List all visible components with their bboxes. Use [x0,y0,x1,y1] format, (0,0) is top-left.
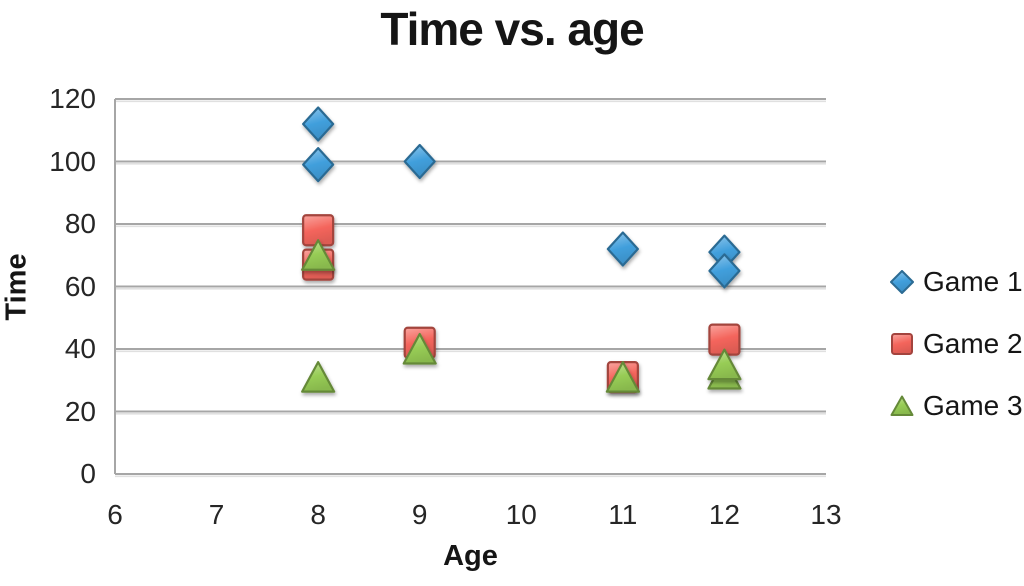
y-tick-label: 60 [64,270,96,302]
data-point-game-1 [606,231,639,267]
x-tick-label: 7 [208,499,225,530]
data-point-game-3 [605,361,640,393]
x-tick-label: 12 [708,499,740,530]
legend-item-game-3: Game 3 [890,381,1023,431]
legend-item-game-1: Game 1 [890,257,1023,307]
x-tick-label: 9 [411,499,428,530]
data-point-game-1 [302,147,335,183]
legend: Game 1 Game 2 Game 3 [890,257,1023,443]
legend-label: Game 3 [923,390,1023,421]
y-tick-label: 100 [49,145,96,177]
x-tick-label: 6 [107,499,123,530]
y-tick-label: 40 [64,333,96,364]
y-tick-label: 80 [64,208,96,239]
y-tick-label: 20 [64,395,96,427]
x-axis-title: Age [443,540,498,572]
x-tick-label: 10 [505,499,537,530]
x-tick-label: 13 [810,499,842,530]
y-tick-label: 120 [49,83,96,114]
y-tick-label: 0 [80,458,96,489]
x-tick-label: 8 [310,499,326,530]
chart-title: Time vs. age [380,3,644,55]
game-1-diamond-icon [890,270,914,294]
data-point-game-2 [708,323,741,356]
data-point-game-3 [301,361,336,393]
legend-item-game-2: Game 2 [890,319,1023,369]
data-point-game-2 [302,214,335,247]
legend-label: Game 1 [923,266,1023,297]
game-3-triangle-icon [890,395,914,416]
legend-label: Game 2 [923,328,1023,359]
game-2-square-icon [891,333,913,355]
data-point-game-1 [302,106,335,142]
x-tick-label: 11 [608,499,638,530]
data-point-game-3 [402,332,437,365]
data-point-game-3 [301,239,336,271]
data-point-game-1 [403,143,436,180]
data-point-game-1 [708,253,741,289]
data-point-game-3 [707,348,742,381]
